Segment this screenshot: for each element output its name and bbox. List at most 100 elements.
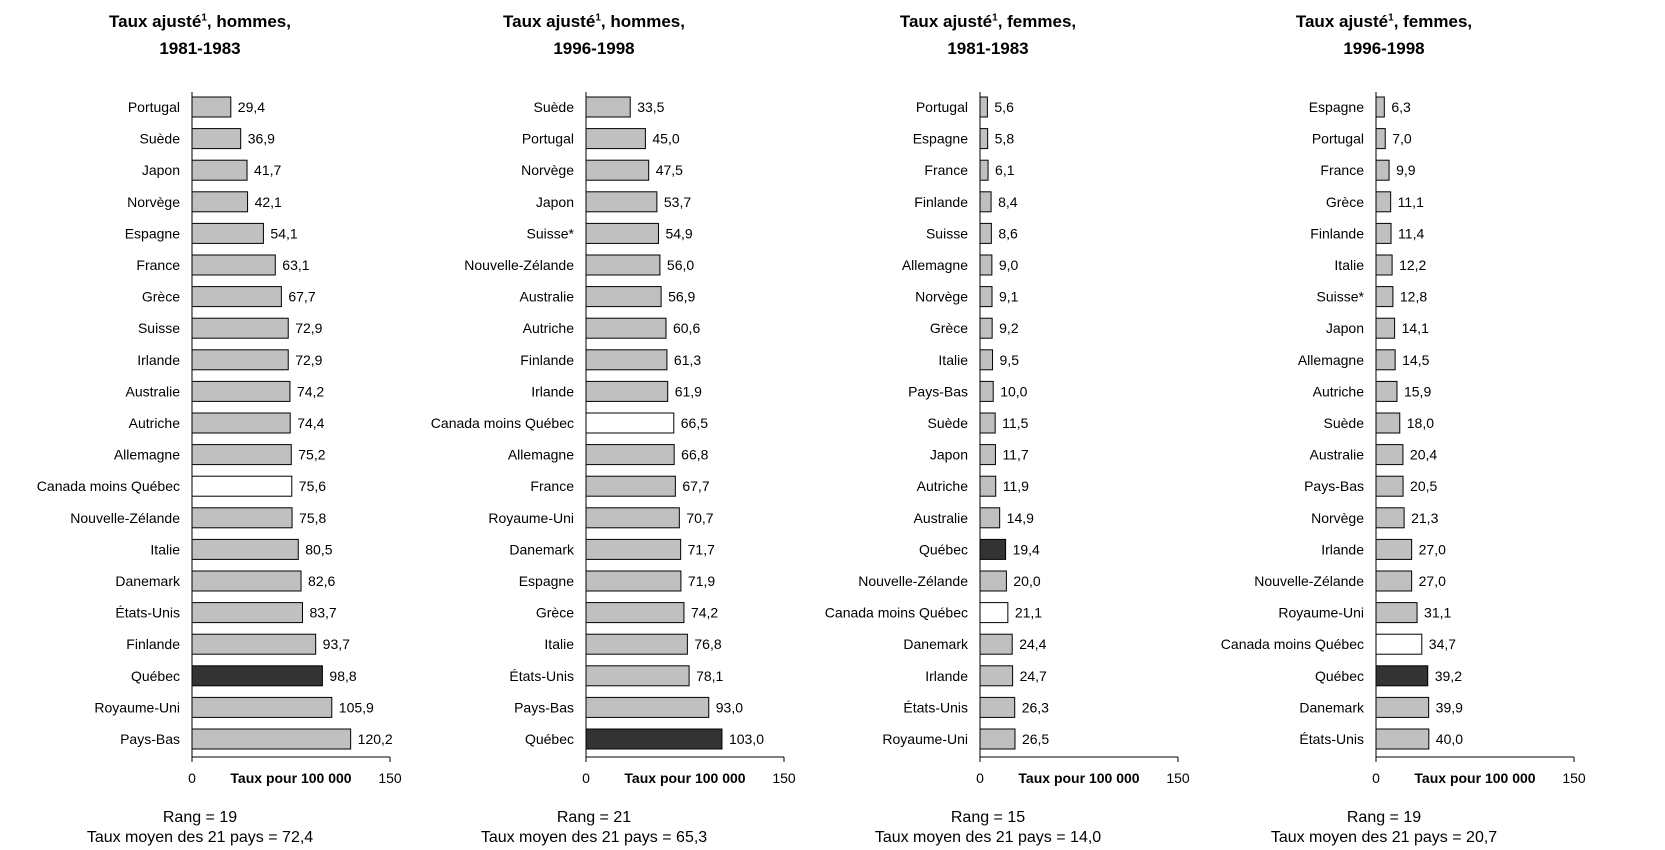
value-label: 66,5 xyxy=(681,415,708,431)
value-label: 45,0 xyxy=(652,131,679,147)
bar xyxy=(585,412,675,434)
bar xyxy=(585,286,662,308)
value-label: 67,7 xyxy=(288,289,315,305)
category-label: Irlande xyxy=(1321,541,1364,557)
value-label: 42,1 xyxy=(255,194,282,210)
category-label: Espagne xyxy=(913,131,968,147)
category-label: Finlande xyxy=(126,636,180,652)
chart-panel-femmes-1996: Taux ajusté1, femmes, 1996-1998 Espagne 6… xyxy=(1184,0,1586,850)
bar xyxy=(191,728,352,750)
bar xyxy=(1375,507,1405,529)
category-label: Norvège xyxy=(127,194,180,210)
value-label: 11,4 xyxy=(1398,225,1424,241)
value-label: 76,8 xyxy=(694,636,721,652)
bar xyxy=(979,222,992,244)
bar xyxy=(585,254,661,276)
bar xyxy=(585,317,667,339)
category-label: Italie xyxy=(938,352,968,368)
value-label: 11,7 xyxy=(1002,447,1028,463)
value-label: 39,9 xyxy=(1436,699,1463,715)
value-label: 67,7 xyxy=(682,478,709,494)
category-label: Portugal xyxy=(128,99,180,115)
bar xyxy=(1375,317,1396,339)
bar xyxy=(979,96,988,118)
category-label: Portugal xyxy=(1312,131,1364,147)
category-label: Espagne xyxy=(1309,99,1364,115)
category-label: Danemark xyxy=(1299,699,1365,715)
bar xyxy=(979,633,1013,655)
value-label: 72,9 xyxy=(295,320,322,336)
value-label: 11,1 xyxy=(1398,194,1424,210)
value-label: 31,1 xyxy=(1424,605,1451,621)
category-label: Suisse* xyxy=(527,225,575,241)
category-label: Canada moins Québec xyxy=(1221,636,1364,652)
value-label: 105,9 xyxy=(339,699,374,715)
x-tick-label: 0 xyxy=(1372,770,1380,786)
bar xyxy=(585,507,680,529)
bar xyxy=(1375,633,1423,655)
average-text: Taux moyen des 21 pays = 72,4 xyxy=(86,829,314,846)
value-label: 72,9 xyxy=(295,352,322,368)
value-label: 5,6 xyxy=(994,99,1014,115)
value-label: 53,7 xyxy=(664,194,691,210)
value-label: 20,0 xyxy=(1013,573,1040,589)
value-label: 11,5 xyxy=(1002,415,1028,431)
x-tick-label: 150 xyxy=(1166,770,1190,786)
category-label: Autriche xyxy=(917,478,969,494)
rank-text: Rang = 19 xyxy=(1346,809,1422,826)
bar xyxy=(979,602,1009,624)
category-label: Allemagne xyxy=(508,447,574,463)
x-tick-label: 150 xyxy=(1562,770,1586,786)
value-label: 33,5 xyxy=(637,99,664,115)
category-label: États-Unis xyxy=(509,668,574,684)
value-label: 7,0 xyxy=(1392,131,1412,147)
chart-panel-femmes-1981: Taux ajusté1, femmes, 1981-1983 Portugal… xyxy=(788,0,1190,850)
category-label: Canada moins Québec xyxy=(431,415,574,431)
bar xyxy=(1375,222,1392,244)
value-label: 66,8 xyxy=(681,447,708,463)
category-label: Norvège xyxy=(1311,510,1364,526)
bar xyxy=(191,317,289,339)
rank-text: Rang = 19 xyxy=(162,809,238,826)
category-label: Australie xyxy=(1310,447,1365,463)
category-label: Nouvelle-Zélande xyxy=(464,257,574,273)
value-label: 14,1 xyxy=(1402,320,1429,336)
value-label: 20,5 xyxy=(1410,478,1437,494)
value-label: 26,5 xyxy=(1022,731,1049,747)
category-label: Espagne xyxy=(125,225,180,241)
bar xyxy=(979,349,994,371)
x-axis-label: Taux pour 100 000 xyxy=(624,770,745,786)
value-label: 27,0 xyxy=(1419,541,1446,557)
category-label: Japon xyxy=(1326,320,1364,336)
bar xyxy=(1375,286,1394,308)
bar xyxy=(585,538,682,560)
category-label: Pays-Bas xyxy=(120,731,180,747)
value-label: 93,0 xyxy=(716,699,743,715)
category-label: Québec xyxy=(1315,668,1364,684)
bar xyxy=(585,380,669,402)
category-label: France xyxy=(136,257,180,273)
bar xyxy=(191,633,317,655)
bar xyxy=(979,475,997,497)
chart-title: Taux ajusté1, femmes, 1996-1998 xyxy=(1295,12,1473,58)
value-label: 82,6 xyxy=(308,573,335,589)
value-label: 60,6 xyxy=(673,320,700,336)
category-label: Norvège xyxy=(521,162,574,178)
value-label: 71,7 xyxy=(688,541,715,557)
bar xyxy=(1375,128,1386,150)
x-axis-label: Taux pour 100 000 xyxy=(1018,770,1139,786)
rank-text: Rang = 15 xyxy=(950,809,1026,826)
category-label: Grèce xyxy=(930,320,968,336)
bar xyxy=(191,570,302,592)
bar xyxy=(585,222,659,244)
bar xyxy=(585,570,682,592)
bar xyxy=(1375,665,1429,687)
value-label: 39,2 xyxy=(1435,668,1462,684)
category-label: Suisse xyxy=(926,225,968,241)
value-label: 54,1 xyxy=(270,225,297,241)
value-label: 98,8 xyxy=(329,668,356,684)
category-label: Australie xyxy=(520,289,575,305)
category-label: Nouvelle-Zélande xyxy=(1254,573,1364,589)
bar xyxy=(979,254,993,276)
value-label: 83,7 xyxy=(309,605,336,621)
